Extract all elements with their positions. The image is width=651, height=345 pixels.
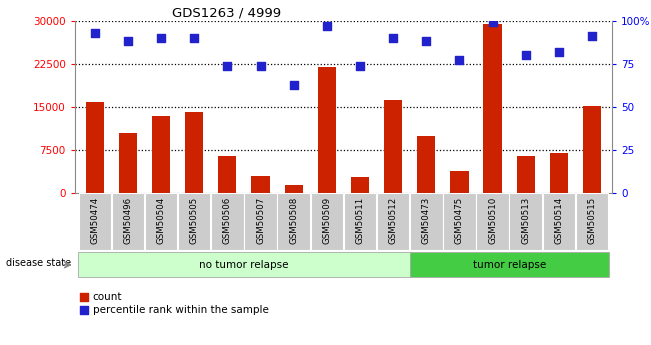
Point xyxy=(521,52,531,58)
Bar xyxy=(443,193,476,250)
Bar xyxy=(484,23,502,193)
Bar xyxy=(575,193,608,250)
Bar xyxy=(543,193,575,250)
Point xyxy=(189,35,199,41)
Point xyxy=(156,35,166,41)
Bar xyxy=(78,253,409,277)
Point xyxy=(388,35,398,41)
Text: GSM50475: GSM50475 xyxy=(455,197,464,245)
Bar xyxy=(351,177,369,193)
Bar xyxy=(550,153,568,193)
Bar xyxy=(384,100,402,193)
Bar xyxy=(410,193,443,250)
Bar xyxy=(510,193,542,250)
Point xyxy=(587,33,597,39)
Text: GSM50508: GSM50508 xyxy=(289,197,298,245)
Point xyxy=(355,63,365,68)
Bar xyxy=(218,156,236,193)
Bar xyxy=(583,106,601,193)
Text: GSM50505: GSM50505 xyxy=(189,197,199,245)
Point xyxy=(322,23,332,29)
Point xyxy=(255,63,266,68)
Bar xyxy=(284,185,303,193)
Text: GSM50514: GSM50514 xyxy=(555,197,563,245)
Text: GSM50473: GSM50473 xyxy=(422,197,431,245)
Point xyxy=(90,30,100,36)
Bar xyxy=(477,193,509,250)
Text: GSM50512: GSM50512 xyxy=(389,197,398,245)
Point xyxy=(488,20,498,25)
Bar xyxy=(178,193,210,250)
Bar xyxy=(318,67,336,193)
Point xyxy=(222,63,232,68)
Text: GSM50496: GSM50496 xyxy=(124,197,132,244)
Bar xyxy=(244,193,277,250)
Bar xyxy=(450,171,469,193)
Point xyxy=(554,49,564,55)
Bar xyxy=(152,116,170,193)
Text: GSM50507: GSM50507 xyxy=(256,197,265,245)
Bar xyxy=(112,193,144,250)
Bar xyxy=(118,133,137,193)
Bar xyxy=(251,176,270,193)
Bar xyxy=(211,193,243,250)
Legend: count, percentile rank within the sample: count, percentile rank within the sample xyxy=(80,292,268,315)
Text: disease state: disease state xyxy=(6,258,71,268)
Text: tumor relapse: tumor relapse xyxy=(473,260,546,270)
Text: GSM50504: GSM50504 xyxy=(156,197,165,245)
Bar xyxy=(377,193,409,250)
Text: GSM50510: GSM50510 xyxy=(488,197,497,245)
Bar xyxy=(417,136,436,193)
Bar xyxy=(277,193,310,250)
Bar xyxy=(311,193,343,250)
Text: GDS1263 / 4999: GDS1263 / 4999 xyxy=(172,7,281,20)
Bar xyxy=(86,102,104,193)
Bar xyxy=(79,193,111,250)
Text: GSM50515: GSM50515 xyxy=(588,197,596,245)
Point xyxy=(454,58,465,63)
Point xyxy=(122,39,133,44)
Bar xyxy=(145,193,177,250)
Text: GSM50509: GSM50509 xyxy=(322,197,331,244)
Point xyxy=(421,39,432,44)
Bar xyxy=(185,111,203,193)
Bar xyxy=(344,193,376,250)
Bar xyxy=(517,156,535,193)
Bar xyxy=(409,253,609,277)
Text: GSM50506: GSM50506 xyxy=(223,197,232,245)
Text: no tumor relapse: no tumor relapse xyxy=(199,260,288,270)
Text: GSM50511: GSM50511 xyxy=(355,197,365,245)
Point xyxy=(288,82,299,87)
Text: GSM50474: GSM50474 xyxy=(90,197,99,245)
Text: GSM50513: GSM50513 xyxy=(521,197,531,245)
